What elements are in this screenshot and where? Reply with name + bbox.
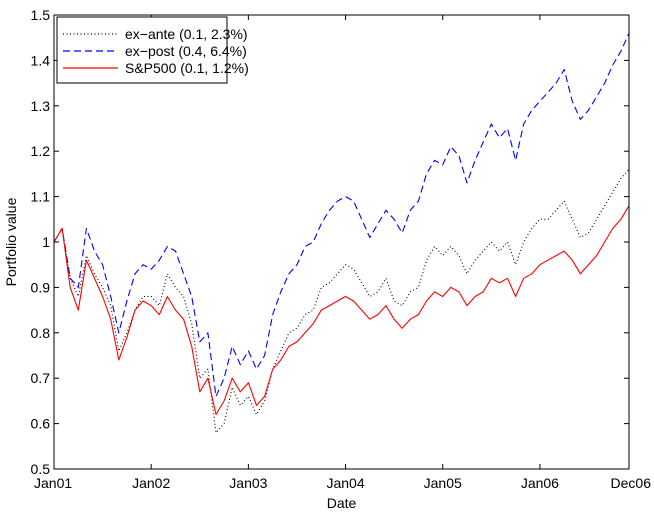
axis-ticks: 0.5 0.6 0.7 0.8 0.9 1 1.1 1.2 1.3 1.4 1.5 Jan01 Jan0… — [31, 7, 652, 491]
legend-label-sp500: S&P500 (0.1, 1.2%) — [125, 60, 249, 76]
y-tick-label: 1 — [42, 234, 50, 250]
y-tick-label: 0.6 — [31, 416, 51, 432]
y-tick-label: 1.4 — [31, 52, 51, 68]
x-tick-label: Jan01 — [34, 475, 72, 491]
series-line-ex-ante — [53, 169, 630, 434]
legend: ex−ante (0.1, 2.3%) ex−post (0.4, 6.4%) … — [56, 16, 249, 84]
series-line-sp500 — [53, 205, 630, 416]
x-tick-label: Jan03 — [229, 475, 267, 491]
x-tick-label: Jan05 — [424, 475, 462, 491]
x-tick-label: Jan02 — [132, 475, 170, 491]
y-tick-label: 1.2 — [31, 143, 51, 159]
y-axis-label: Portfolio value — [3, 197, 19, 286]
plot-area — [53, 32, 630, 434]
legend-label-ex-ante: ex−ante (0.1, 2.3%) — [125, 26, 248, 42]
y-tick-label: 0.9 — [31, 279, 51, 295]
legend-box — [56, 16, 228, 84]
y-tick-label: 1.5 — [31, 7, 51, 23]
y-tick-label: 1.3 — [31, 98, 51, 114]
x-axis-label: Date — [327, 495, 357, 511]
y-tick-label: 1.1 — [31, 189, 51, 205]
legend-label-ex-post: ex−post (0.4, 6.4%) — [125, 43, 247, 59]
x-tick-label: Jan06 — [521, 475, 559, 491]
y-tick-label: 0.5 — [31, 461, 51, 477]
y-tick-label: 0.8 — [31, 325, 51, 341]
y-tick-label: 0.7 — [31, 370, 51, 386]
x-tick-label: Jan04 — [326, 475, 364, 491]
series-line-ex-post — [53, 32, 630, 397]
x-tick-label: Dec06 — [611, 475, 652, 491]
